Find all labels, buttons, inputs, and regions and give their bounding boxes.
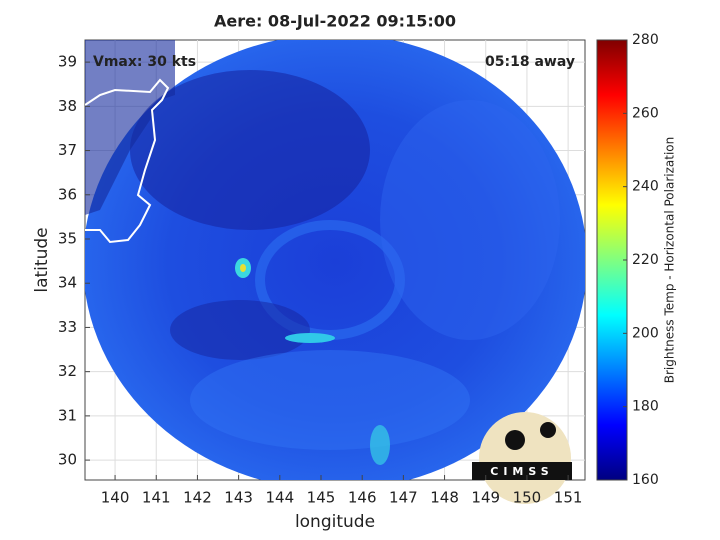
colorbar-tick-label: 220 [632,252,659,268]
annotation: 05:18 away [485,54,575,70]
y-tick-label: 31 [58,406,77,424]
colorbar-tick-label: 240 [632,179,659,195]
colorbar-tick-label: 260 [632,105,659,121]
y-tick-label: 34 [58,274,77,292]
x-tick-label: 150 [513,489,542,507]
x-tick-label: 148 [430,489,459,507]
y-axis-label: latitude [32,227,52,292]
y-tick-label: 32 [58,362,77,380]
colorbar-tick-label: 160 [632,472,659,488]
x-tick-label: 151 [554,489,583,507]
x-tick-label: 143 [224,489,253,507]
x-axis-label: longitude [295,512,375,532]
x-tick-label: 146 [348,489,377,507]
x-tick-label: 141 [142,489,171,507]
colorbar-tick-label: 180 [632,399,659,415]
y-tick-label: 30 [58,451,77,469]
y-tick-label: 38 [58,97,77,115]
y-tick-label: 35 [58,229,77,247]
colorbar-label: Brightness Temp - Horizontal Polarizatio… [663,137,677,384]
satellite-image [85,40,585,480]
x-tick-label: 144 [265,489,294,507]
y-tick-label: 39 [58,53,77,71]
x-tick-label: 140 [101,489,130,507]
annotation: Vmax: 30 kts [93,54,196,70]
cimss-logo: CIMSS [472,412,572,504]
colorbar [596,39,628,481]
colorbar-tick-label: 280 [632,32,659,48]
logo-text: CIMSS [490,465,553,478]
x-tick-label: 142 [183,489,212,507]
y-tick-label: 36 [58,185,77,203]
x-tick-label: 147 [389,489,418,507]
chart-title: Aere: 08-Jul-2022 09:15:00 [214,12,456,31]
y-tick-label: 37 [58,141,77,159]
x-tick-label: 145 [307,489,336,507]
colorbar-tick-label: 200 [632,325,659,341]
y-tick-label: 33 [58,318,77,336]
x-tick-label: 149 [471,489,500,507]
